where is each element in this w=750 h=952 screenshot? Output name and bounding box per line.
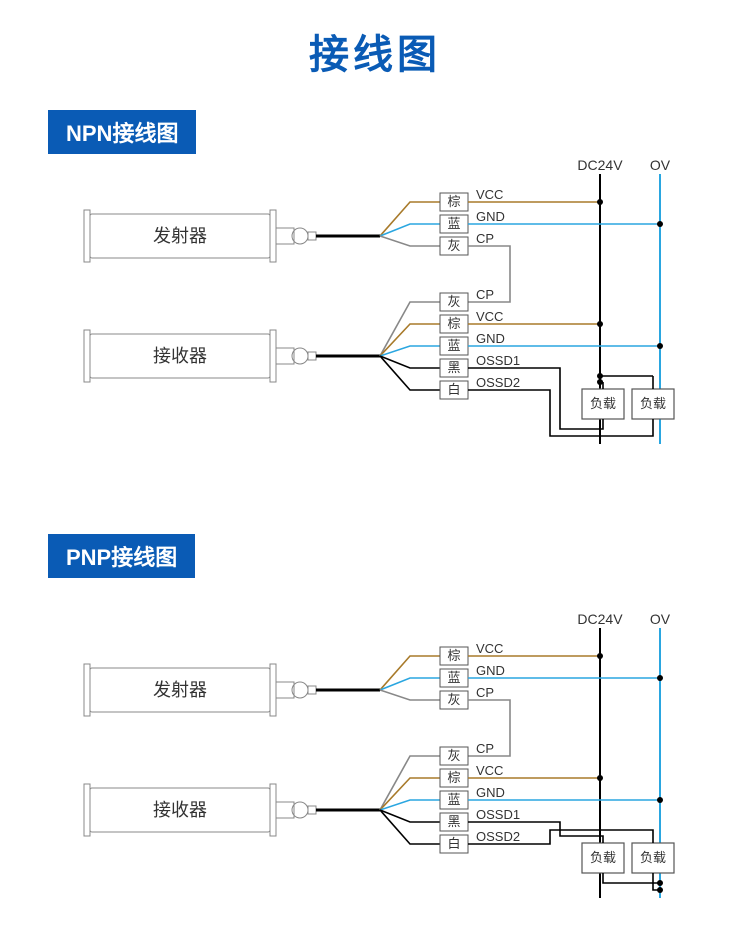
rx-black-txt: 黑 xyxy=(447,360,460,375)
em-brown-txt: 棕 xyxy=(447,194,460,209)
rail-ov-label: OV xyxy=(650,157,671,173)
rail-dc24v-label-p: DC24V xyxy=(577,611,623,627)
svg-text:黑: 黑 xyxy=(447,814,460,829)
receiver-label: 接收器 xyxy=(153,346,207,366)
load2-txt: 负载 xyxy=(640,396,666,411)
rx-vcc-lbl: VCC xyxy=(476,309,503,324)
svg-text:OSSD1: OSSD1 xyxy=(476,807,520,822)
emitter-device-p: 发射器 xyxy=(84,664,380,716)
rx-white-txt: 白 xyxy=(447,382,460,397)
emitter-device: 发射器 xyxy=(84,210,380,262)
rx-wire-grey xyxy=(380,302,440,356)
npn-diagram: DC24V OV 发射器 棕 VCC 蓝 GND xyxy=(0,154,750,454)
svg-text:CP: CP xyxy=(476,741,494,756)
svg-text:棕: 棕 xyxy=(447,648,460,663)
svg-text:灰: 灰 xyxy=(447,748,460,763)
svg-text:OSSD2: OSSD2 xyxy=(476,829,520,844)
rx-grey-txt: 灰 xyxy=(447,294,460,309)
em-blue-txt: 蓝 xyxy=(447,216,460,231)
svg-text:VCC: VCC xyxy=(476,763,503,778)
rx-ossd1-lbl: OSSD1 xyxy=(476,353,520,368)
svg-text:CP: CP xyxy=(476,685,494,700)
load1-txt-p: 负载 xyxy=(590,850,616,865)
svg-text:白: 白 xyxy=(447,836,460,851)
load2-txt-p: 负载 xyxy=(640,850,666,865)
receiver-label-p: 接收器 xyxy=(153,800,207,820)
em-wire-grey xyxy=(380,236,440,246)
svg-text:GND: GND xyxy=(476,785,505,800)
svg-text:蓝: 蓝 xyxy=(447,670,460,685)
rail-dc24v-label: DC24V xyxy=(577,157,623,173)
rx-cp-lbl: CP xyxy=(476,287,494,302)
svg-text:蓝: 蓝 xyxy=(447,792,460,807)
em-gnd-lbl: GND xyxy=(476,209,505,224)
receiver-device: 接收器 xyxy=(84,330,380,382)
emitter-label-p: 发射器 xyxy=(153,680,207,700)
section-tag-npn: NPN接线图 xyxy=(48,110,196,154)
em-grey-txt: 灰 xyxy=(447,238,460,253)
emitter-label: 发射器 xyxy=(153,226,207,246)
rx-wire-white xyxy=(380,356,440,390)
em-cp-lbl: CP xyxy=(476,231,494,246)
main-title: 接线图 xyxy=(0,0,750,80)
svg-text:棕: 棕 xyxy=(447,770,460,785)
rx-blue-txt: 蓝 xyxy=(447,338,460,353)
rx-ossd2-lbl: OSSD2 xyxy=(476,375,520,390)
pnp-diagram: DC24V OV 发射器 棕 VCC 蓝 GND 灰 CP xyxy=(0,608,750,908)
load1-txt: 负载 xyxy=(590,396,616,411)
receiver-device-p: 接收器 xyxy=(84,784,380,836)
npn-svg: DC24V OV 发射器 棕 VCC 蓝 GND xyxy=(0,154,750,454)
section-tag-pnp: PNP接线图 xyxy=(48,534,195,578)
rx-gnd-lbl: GND xyxy=(476,331,505,346)
rx-brown-txt: 棕 xyxy=(447,316,460,331)
em-wire-brown xyxy=(380,202,440,236)
rail-ov-label-p: OV xyxy=(650,611,671,627)
svg-text:GND: GND xyxy=(476,663,505,678)
pnp-svg: DC24V OV 发射器 棕 VCC 蓝 GND 灰 CP xyxy=(0,608,750,908)
svg-text:VCC: VCC xyxy=(476,641,503,656)
em-vcc-lbl: VCC xyxy=(476,187,503,202)
svg-text:灰: 灰 xyxy=(447,692,460,707)
